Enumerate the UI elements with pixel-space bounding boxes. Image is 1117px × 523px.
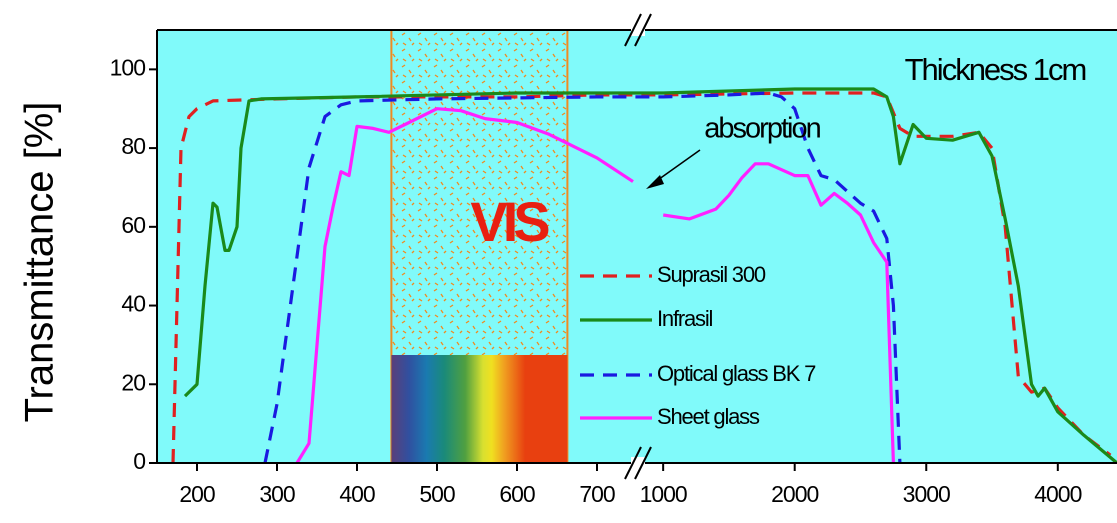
legend-label: Infrasil — [657, 306, 713, 331]
legend-label: Sheet glass — [657, 404, 760, 429]
y-tick-label: 0 — [133, 448, 145, 474]
x-tick-label: 1000 — [640, 481, 687, 507]
y-tick-label: 60 — [121, 212, 145, 238]
y-tick-label: 40 — [121, 291, 145, 317]
x-tick-label: 200 — [179, 481, 215, 507]
x-tick-label: 600 — [499, 481, 535, 507]
y-tick-label: 20 — [121, 369, 145, 395]
x-tick-label: 700 — [579, 481, 615, 507]
x-tick-label: 400 — [339, 481, 375, 507]
vis-label: VIS — [470, 190, 549, 253]
chart: 0 20 40 60 80 100 200 300 400 500 600 700 1000 2000 30… — [0, 0, 1117, 523]
y-tick-label: 80 — [121, 133, 145, 159]
x-tick-label: 4000 — [1034, 481, 1081, 507]
absorption-annotation: absorption — [704, 113, 820, 145]
x-tick-label: 500 — [419, 481, 455, 507]
legend-label: Optical glass BK 7 — [657, 361, 816, 386]
page: 0 20 40 60 80 100 200 300 400 500 600 700 1000 2000 30… — [0, 0, 1117, 523]
y-tick-label: 100 — [110, 54, 146, 80]
x-tick-label: 2000 — [771, 481, 818, 507]
legend-label: Suprasil 300 — [657, 262, 766, 287]
spectrum — [391, 355, 567, 463]
thickness-annotation: Thickness 1cm — [905, 52, 1086, 87]
x-tick-label: 3000 — [903, 481, 950, 507]
plot-background — [157, 30, 1117, 463]
y-axis-label: Transmittance [%] — [18, 102, 62, 423]
x-tick-label: 300 — [259, 481, 295, 507]
